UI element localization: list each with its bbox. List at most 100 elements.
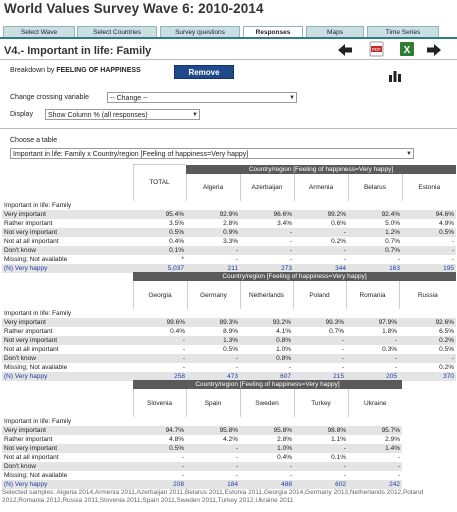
group-header: Country/region [Feeling of happiness=Ver…: [186, 164, 456, 174]
column-header: Germany: [186, 281, 240, 309]
results-table-block-3: Country/region [Feeling of happiness=Ver…: [2, 380, 402, 489]
cell: 6.5%: [439, 328, 454, 335]
column-header: Poland: [292, 281, 346, 309]
cell: -: [240, 462, 294, 471]
breakdown-variable: FEELING OF HAPPINESS: [56, 67, 141, 74]
row-label: Rather important: [4, 219, 53, 227]
cell: 1.2%: [348, 227, 402, 237]
cell: 92.4%: [348, 209, 402, 219]
table-row-n: (N) Very happy 258 473 607 215 205 370: [2, 372, 456, 381]
cell: 4.2%: [223, 436, 238, 443]
column-header: Russia: [398, 281, 456, 309]
row-label: Not very important: [2, 336, 133, 345]
row-label: Very important: [2, 209, 133, 219]
tab-time-series[interactable]: Time Series: [367, 26, 439, 37]
cell: 3.5%: [169, 219, 184, 227]
cell: -: [187, 354, 240, 363]
cell: 195: [402, 263, 456, 273]
table-row-n: (N) Very happy 208 184 488 602 242: [2, 480, 402, 489]
row-label: (N) Very happy: [2, 263, 133, 273]
cell: -: [181, 472, 184, 479]
cell: 96.6%: [240, 209, 294, 219]
app-title: World Values Survey Wave 6: 2010-2014: [4, 1, 264, 16]
cell: 3.4%: [277, 219, 292, 227]
cell: -: [451, 255, 454, 263]
cell: 163: [348, 263, 402, 273]
breakdown-text: Breakdown by FEELING OF HAPPINESS: [10, 67, 141, 74]
cell: 2.9%: [385, 436, 400, 443]
cell: -: [182, 364, 185, 371]
table-row: Not very important 0.5% 0.9% - - 1.2% 0.…: [2, 227, 456, 237]
tab-responses[interactable]: Responses: [243, 26, 303, 37]
column-header: Slovenia: [132, 389, 186, 417]
column-header: Spain: [185, 389, 240, 417]
tab-select-wave[interactable]: Select Wave: [3, 26, 75, 37]
cell: 0.1%: [133, 245, 186, 255]
tab-maps[interactable]: Maps: [306, 26, 364, 37]
cell: -: [235, 472, 238, 479]
cell: 0.4%: [277, 454, 292, 461]
cell: -: [133, 336, 187, 345]
table-row: Missing; Not available - - - - -: [2, 471, 402, 480]
tab-select-countries[interactable]: Select Countries: [77, 26, 157, 37]
pdf-icon[interactable]: PDF: [369, 41, 384, 57]
results-table-block-1: TOTAL Country/region [Feeling of happine…: [2, 164, 456, 273]
arrow-left-icon[interactable]: [337, 43, 353, 57]
cell: 0.7%: [385, 237, 400, 245]
cell: -: [348, 462, 402, 471]
crossing-select[interactable]: -- Change -- ▼: [107, 92, 297, 103]
cell: -: [341, 346, 344, 353]
question-title: V4.- Important in life: Family: [4, 45, 152, 57]
cell: 0.8%: [240, 336, 293, 345]
table-select[interactable]: Important in life: Family x Country/regi…: [10, 148, 414, 159]
choose-table-label: Choose a table: [10, 137, 58, 144]
cell: 0.4%: [169, 237, 184, 245]
cell: -: [397, 472, 400, 479]
row-label: Not at all important: [4, 237, 59, 245]
cell: 215: [293, 372, 346, 381]
cell: 4.1%: [276, 328, 291, 335]
arrow-right-icon[interactable]: [426, 43, 442, 57]
tab-survey-questions[interactable]: Survey questions: [160, 26, 240, 37]
column-header: Romania: [345, 281, 399, 309]
cell: 184: [186, 480, 240, 489]
total-header: TOTAL: [132, 164, 186, 201]
cell: 0.3%: [382, 346, 397, 353]
cell: 370: [399, 372, 456, 381]
chevron-down-icon: ▼: [406, 151, 412, 157]
table-select-value: Important in life: Family x Country/regi…: [13, 151, 249, 158]
cell: 208: [133, 480, 186, 489]
cell: 1.4%: [348, 444, 402, 453]
column-header: Netherlands: [239, 281, 293, 309]
svg-text:PDF: PDF: [372, 47, 381, 52]
table-row: Rather important 3.5% 2.8% 3.4% 0.6% 5.0…: [2, 219, 456, 228]
cell: 0.5%: [439, 346, 454, 353]
cell: 94.7%: [133, 426, 186, 435]
crossing-value: -- Change --: [110, 95, 148, 102]
table-row: Not at all important 0.4% 3.3% - 0.2% 0.…: [2, 237, 456, 246]
table-row: Don't know - - - - -: [2, 462, 402, 471]
row-label: (N) Very happy: [2, 372, 133, 381]
cell: 0.9%: [186, 227, 240, 237]
row-label: Don't know: [2, 245, 133, 255]
cell: 607: [240, 372, 293, 381]
cell: 8.9%: [223, 328, 238, 335]
cell: -: [289, 472, 292, 479]
cell: 98.8%: [294, 426, 348, 435]
cell: 602: [294, 480, 348, 489]
cell: 1.3%: [187, 336, 240, 345]
cell: 5.0%: [385, 219, 400, 227]
column-header: Sweden: [239, 389, 294, 417]
cell: -: [294, 462, 348, 471]
bar-chart-icon[interactable]: [388, 69, 402, 82]
remove-button[interactable]: Remove: [174, 65, 234, 79]
cell: 0.5%: [223, 346, 238, 353]
column-header: Georgia: [132, 281, 187, 309]
cell: 95.4%: [133, 209, 186, 219]
excel-icon[interactable]: X: [399, 41, 415, 57]
table-row: Rather important 4.8% 4.2% 2.8% 1.1% 2.9…: [2, 435, 402, 444]
display-select[interactable]: Show Column % (all responses) ▼: [45, 109, 200, 120]
cell: 94.6%: [402, 209, 456, 219]
cell: -: [341, 364, 344, 371]
results-table-block-2: Country/region [Feeling of happiness=Ver…: [2, 272, 456, 381]
